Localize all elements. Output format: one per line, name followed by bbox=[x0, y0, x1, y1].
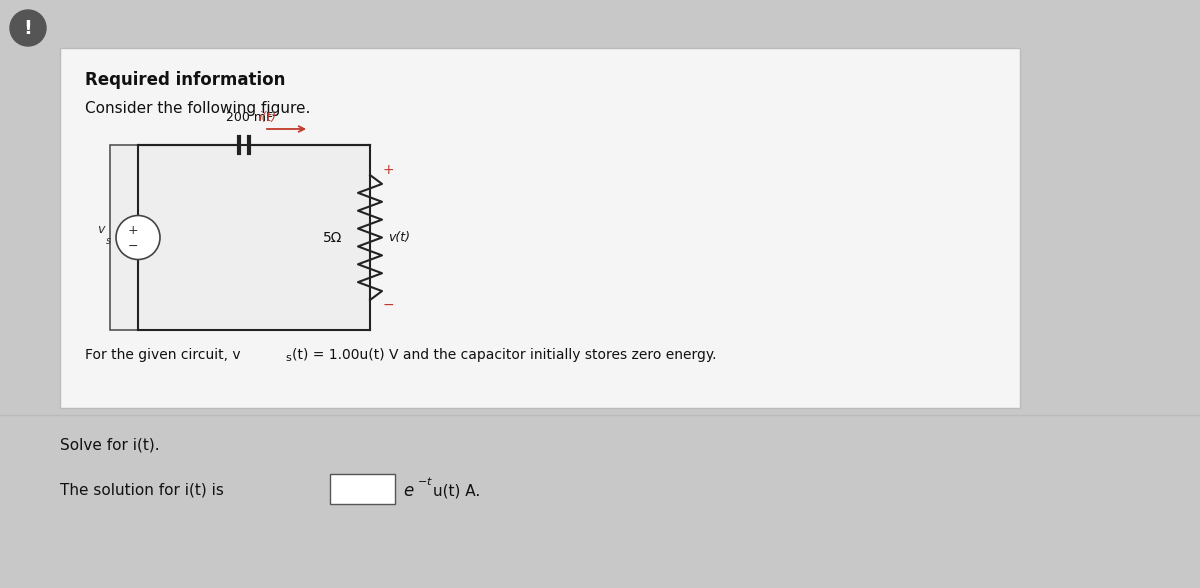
Text: 5Ω: 5Ω bbox=[323, 230, 342, 245]
Text: v: v bbox=[97, 223, 104, 236]
Text: 200 mF: 200 mF bbox=[226, 111, 274, 123]
Text: −: − bbox=[127, 240, 138, 253]
Text: For the given circuit, v: For the given circuit, v bbox=[85, 348, 241, 362]
Text: −: − bbox=[382, 298, 394, 312]
Text: Consider the following figure.: Consider the following figure. bbox=[85, 101, 311, 115]
Bar bbox=[60, 48, 1020, 408]
Text: +: + bbox=[127, 224, 138, 237]
Text: Required information: Required information bbox=[85, 71, 286, 89]
Text: The solution for i(t) is: The solution for i(t) is bbox=[60, 483, 224, 497]
Text: v(t): v(t) bbox=[388, 231, 410, 244]
Text: u(t) A.: u(t) A. bbox=[433, 483, 480, 499]
Text: s: s bbox=[106, 236, 112, 246]
Text: !: ! bbox=[24, 18, 32, 38]
Circle shape bbox=[116, 215, 160, 259]
Text: +: + bbox=[382, 163, 394, 177]
Text: $-t$: $-t$ bbox=[418, 475, 433, 487]
Text: i(t): i(t) bbox=[259, 111, 277, 123]
Text: s: s bbox=[286, 353, 290, 363]
Circle shape bbox=[10, 10, 46, 46]
Bar bbox=[330, 474, 395, 504]
Bar bbox=[110, 145, 370, 330]
Text: Solve for i(t).: Solve for i(t). bbox=[60, 437, 160, 453]
Text: $e$: $e$ bbox=[403, 482, 414, 500]
Text: (t) = 1.00u(t) V and the capacitor initially stores zero energy.: (t) = 1.00u(t) V and the capacitor initi… bbox=[292, 348, 716, 362]
